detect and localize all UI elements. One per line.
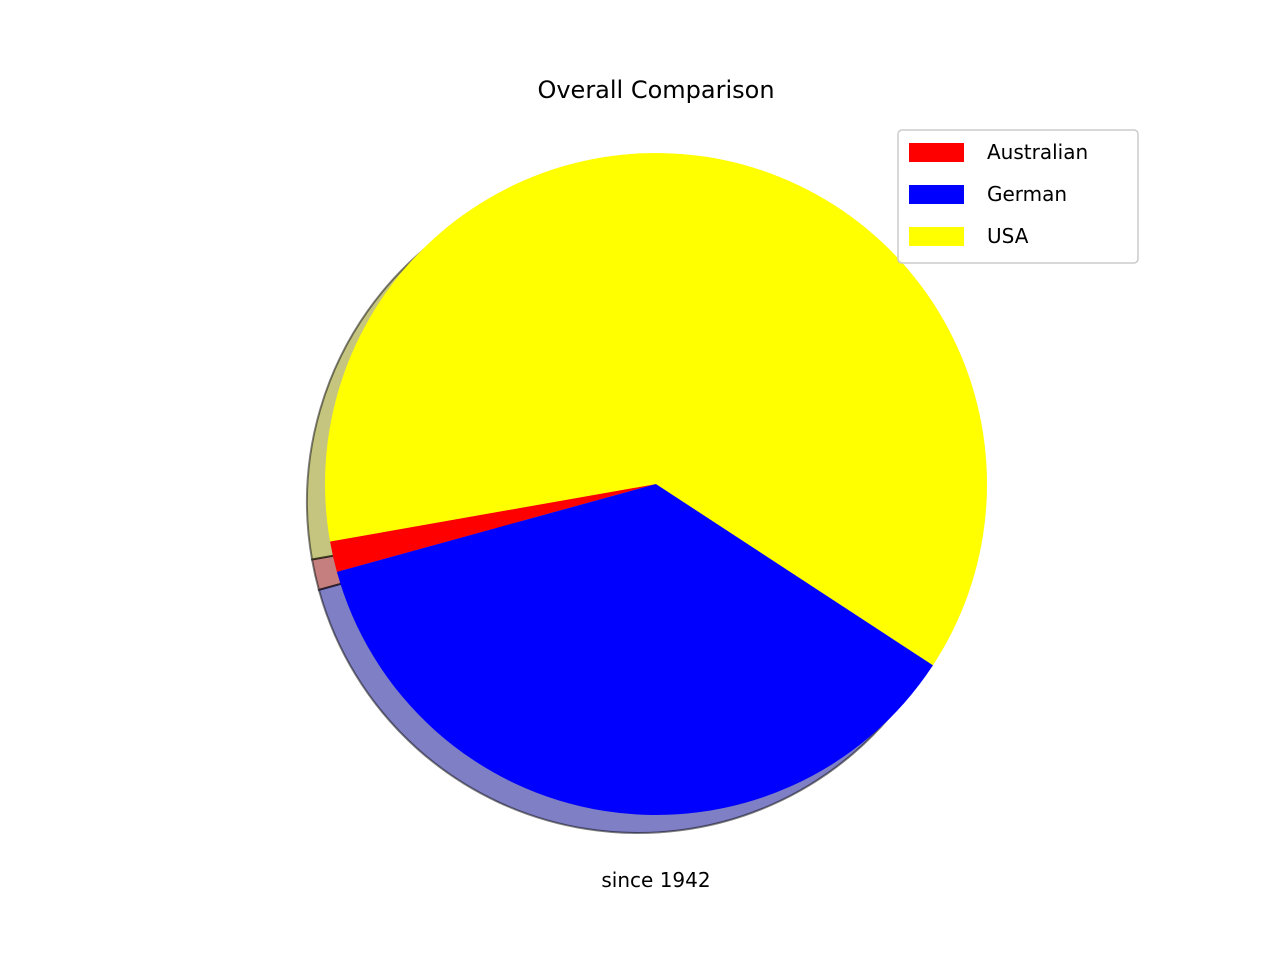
pie-slice-german: [336, 484, 933, 816]
legend-label-german: German: [987, 182, 1067, 206]
legend-entries: Australian German USA: [909, 140, 1088, 248]
pie-slice-layer: [325, 152, 988, 816]
pie-slice-usa: [325, 152, 988, 666]
legend-swatch-australian: [909, 143, 964, 162]
x-axis-label: since 1942: [601, 868, 710, 892]
legend-label-australian: Australian: [987, 140, 1088, 164]
legend-swatch-usa: [909, 227, 964, 246]
legend: Australian German USA: [897, 129, 1139, 264]
legend-label-usa: USA: [987, 224, 1029, 248]
chart-title: Overall Comparison: [537, 76, 774, 104]
legend-swatch-german: [909, 185, 964, 204]
pie-slice-australian: [330, 484, 656, 572]
